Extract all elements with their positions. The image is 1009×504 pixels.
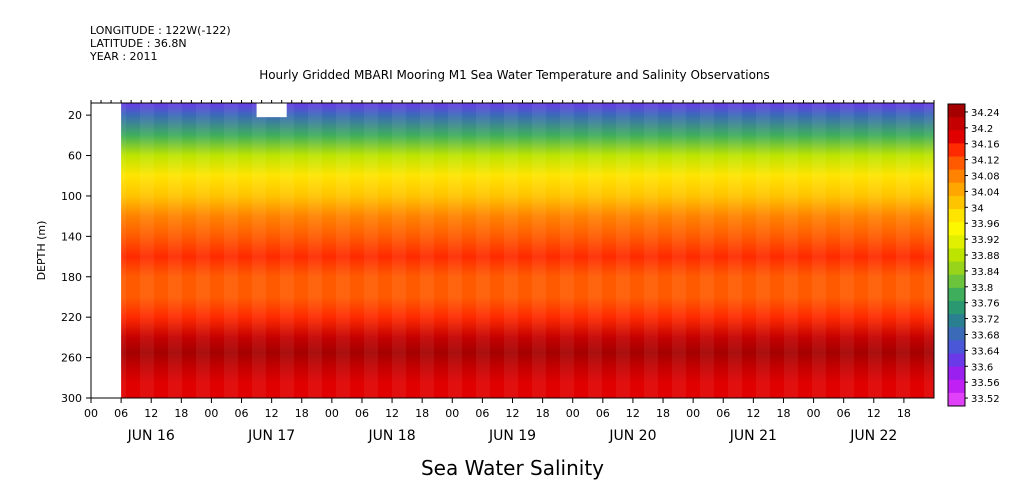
y-tick-label: 260 xyxy=(61,352,82,365)
colorbar-label: 33.96 xyxy=(971,219,1000,230)
y-tick-label: 180 xyxy=(61,271,82,284)
colorbar-swatch xyxy=(948,261,965,276)
colorbar-label: 33.8 xyxy=(971,283,993,294)
colorbar-swatch xyxy=(948,314,965,328)
x-hour-label: 12 xyxy=(867,407,881,420)
x-hour-label: 06 xyxy=(716,407,730,420)
colorbar-swatch xyxy=(948,366,965,381)
x-axis-title: Sea Water Salinity xyxy=(421,456,604,480)
colorbar-label: 33.68 xyxy=(971,330,1000,341)
colorbar-label: 33.92 xyxy=(971,235,1000,246)
x-hour-label: 06 xyxy=(837,407,851,420)
x-day-label: JUN 19 xyxy=(488,428,536,444)
colorbar-swatch xyxy=(948,117,965,131)
x-hour-label: 12 xyxy=(144,407,158,420)
x-hour-label: 18 xyxy=(415,407,429,420)
colorbar-label: 33.84 xyxy=(971,267,1000,278)
x-hour-label: 00 xyxy=(325,407,339,420)
y-tick-label: 220 xyxy=(61,311,82,324)
x-hour-label: 00 xyxy=(445,407,459,420)
colorbar-label: 34.12 xyxy=(971,156,1000,167)
x-hour-label: 12 xyxy=(506,407,520,420)
x-hour-label: 18 xyxy=(776,407,790,420)
latitude-label: LATITUDE : 36.8N xyxy=(90,37,187,50)
x-hour-label: 18 xyxy=(656,407,670,420)
colorbar-label: 33.76 xyxy=(971,299,1000,310)
x-hour-label: 06 xyxy=(596,407,610,420)
longitude-label: LONGITUDE : 122W(-122) xyxy=(90,24,231,37)
colorbar: 34.24 34.2 34.16 34.12 34.08 34.04 34 33.96 33.9… xyxy=(947,103,1000,407)
x-hour-label: 18 xyxy=(897,407,911,420)
y-tick-label: 20 xyxy=(68,109,82,122)
x-day-label: JUN 20 xyxy=(608,428,656,444)
chart-title: Hourly Gridded MBARI Mooring M1 Sea Wate… xyxy=(259,68,770,82)
colorbar-label: 33.52 xyxy=(971,394,1000,405)
colorbar-swatch xyxy=(948,143,965,158)
x-hour-label: 06 xyxy=(355,407,369,420)
x-day-label: JUN 18 xyxy=(368,428,416,444)
y-tick-label: 300 xyxy=(61,392,82,405)
colorbar-swatch xyxy=(948,235,965,249)
x-hour-label: 00 xyxy=(566,407,580,420)
colorbar-swatch xyxy=(948,195,965,210)
year-label: YEAR : 2011 xyxy=(90,50,158,63)
colorbar-swatch xyxy=(948,300,965,315)
colorbar-swatch xyxy=(948,156,965,171)
colorbar-swatch xyxy=(948,222,965,236)
colorbar-swatch xyxy=(948,169,965,184)
colorbar-label: 34.2 xyxy=(971,124,993,135)
colorbar-swatch xyxy=(948,104,965,118)
x-day-label: JUN 21 xyxy=(729,428,777,444)
y-tick-label: 100 xyxy=(61,190,82,203)
colorbar-label: 34.04 xyxy=(971,187,1000,198)
x-hour-label: 06 xyxy=(475,407,489,420)
colorbar-swatch xyxy=(948,182,965,197)
colorbar-swatch xyxy=(948,287,965,302)
axes: 00 06 12 18 00 06 12 18 00 06 12 18 00 06 12 18 00 06 12 18… xyxy=(35,100,935,480)
missing-data-block xyxy=(256,103,287,118)
colorbar-label: 33.72 xyxy=(971,315,1000,326)
x-hour-label: 12 xyxy=(746,407,760,420)
y-tick-label: 140 xyxy=(61,230,82,243)
colorbar-swatch xyxy=(948,353,965,368)
colorbar-swatch xyxy=(948,130,965,144)
y-tick-label: 60 xyxy=(68,150,82,163)
colorbar-swatch xyxy=(948,248,965,263)
x-hour-label: 12 xyxy=(265,407,279,420)
colorbar-label: 33.88 xyxy=(971,251,1000,262)
x-hour-label: 18 xyxy=(174,407,188,420)
heatmap-area xyxy=(90,102,935,399)
x-hour-label: 18 xyxy=(536,407,550,420)
colorbar-label: 34.08 xyxy=(971,172,1000,183)
x-hour-label: 00 xyxy=(204,407,218,420)
x-day-label: JUN 16 xyxy=(127,428,175,444)
no-data-region xyxy=(91,103,122,398)
colorbar-label: 34 xyxy=(971,203,984,214)
colorbar-label: 34.16 xyxy=(971,140,1000,151)
x-hour-label: 00 xyxy=(84,407,98,420)
metadata-block: LONGITUDE : 122W(-122) LATITUDE : 36.8N … xyxy=(90,24,231,63)
colorbar-swatch xyxy=(948,340,965,354)
x-hour-label: 06 xyxy=(114,407,128,420)
x-day-label: JUN 22 xyxy=(849,428,897,444)
y-axis-title: DEPTH (m) xyxy=(35,221,48,281)
colorbar-swatch xyxy=(948,274,965,289)
x-hour-label: 12 xyxy=(385,407,399,420)
x-hour-label: 00 xyxy=(686,407,700,420)
colorbar-label: 34.24 xyxy=(971,108,1000,119)
x-hour-label: 06 xyxy=(235,407,249,420)
colorbar-label: 33.56 xyxy=(971,378,1000,389)
colorbar-label: 33.6 xyxy=(971,362,993,373)
colorbar-swatch xyxy=(948,392,965,407)
x-hour-label: 00 xyxy=(807,407,821,420)
x-day-label: JUN 17 xyxy=(247,428,295,444)
x-hour-label: 18 xyxy=(295,407,309,420)
colorbar-swatch xyxy=(948,379,965,394)
colorbar-label: 33.64 xyxy=(971,346,1000,357)
x-hour-label: 12 xyxy=(626,407,640,420)
colorbar-swatch xyxy=(948,327,965,341)
colorbar-swatch xyxy=(948,209,965,223)
salinity-texture xyxy=(121,103,935,398)
